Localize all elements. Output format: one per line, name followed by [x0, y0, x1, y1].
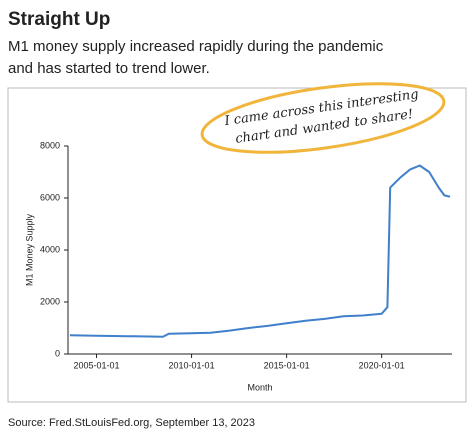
x-axis-label: Month	[247, 382, 272, 392]
subtitle-line: M1 money supply increased rapidly during…	[8, 38, 384, 55]
x-tick-label: 2010-01-01	[169, 360, 215, 370]
y-tick-label: 0	[55, 348, 60, 358]
source: Source: Fred.StLouisFed.org, September 1…	[8, 417, 255, 429]
x-tick-label: 2005-01-01	[73, 360, 119, 370]
chart-frame	[7, 87, 467, 403]
y-tick-label: 8000	[40, 140, 60, 150]
data-line	[69, 164, 451, 338]
chart-title: Straight Up	[8, 9, 110, 30]
annotation: I came across this interesting chart and…	[200, 82, 446, 154]
x-tick-label: 2015-01-01	[264, 360, 310, 370]
y-tick-label: 4000	[40, 244, 60, 254]
subtitle-line: and has started to trend lower.	[8, 60, 210, 77]
annotation-ellipse	[200, 82, 446, 154]
y-tick-label: 6000	[40, 192, 60, 202]
y-tick-label: 2000	[40, 296, 60, 306]
y-axis-label: M1 Money Supply	[24, 213, 34, 286]
x-tick-label: 2020-01-01	[359, 360, 405, 370]
